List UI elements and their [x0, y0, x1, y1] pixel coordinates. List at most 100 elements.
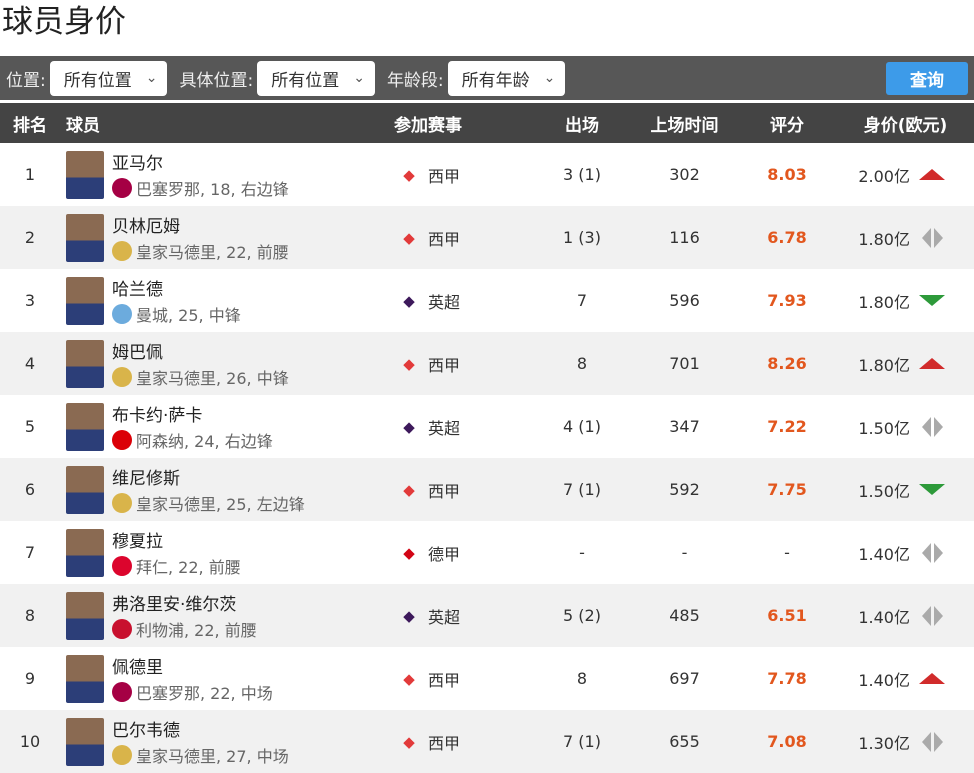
league-logo-icon: ◆	[403, 732, 415, 751]
rank: 2	[24, 228, 36, 247]
col-minutes: 上场时间	[650, 115, 719, 136]
player-name[interactable]: 弗洛里安·维尔茨	[112, 595, 237, 615]
filter-bar: 位置: 所有位置 ⌄ 具体位置: 所有位置 ⌄ 年龄段: 所有年龄 ⌄ 查询	[0, 56, 974, 100]
minutes: 347	[669, 417, 700, 436]
club-badge-icon	[112, 241, 132, 261]
rank: 1	[24, 165, 36, 184]
table-row[interactable]: 5 布卡约·萨卡 阿森纳, 24, 右边锋 ◆ 英超 4 (1) 347 7.22…	[0, 395, 974, 458]
player-name[interactable]: 巴尔韦德	[112, 721, 180, 741]
table-row[interactable]: 6 维尼修斯 皇家马德里, 25, 左边锋 ◆ 西甲 7 (1) 592 7.75…	[0, 458, 974, 521]
rank: 10	[19, 732, 41, 751]
player-info: 皇家马德里, 26, 中锋	[136, 369, 289, 388]
rank: 3	[24, 291, 36, 310]
player-name[interactable]: 贝林厄姆	[112, 217, 180, 237]
detail-position-label: 具体位置:	[179, 70, 254, 91]
player-avatar	[66, 402, 104, 451]
appearances: 7 (1)	[563, 480, 601, 499]
player-name[interactable]: 哈兰德	[112, 280, 163, 300]
club-badge-icon	[112, 430, 132, 450]
player-name[interactable]: 布卡约·萨卡	[112, 406, 203, 426]
trend-flat-icon	[918, 605, 946, 626]
table-row[interactable]: 3 哈兰德 曼城, 25, 中锋 ◆ 英超 7 596 7.93 1.80亿	[0, 269, 974, 332]
appearances: 8	[576, 354, 588, 373]
player-name[interactable]: 佩德里	[112, 658, 163, 678]
table-row[interactable]: 4 姆巴佩 皇家马德里, 26, 中锋 ◆ 西甲 8 701 8.26 1.80亿	[0, 332, 974, 395]
rank: 8	[24, 606, 36, 625]
rating: 7.08	[767, 732, 807, 751]
rank: 4	[24, 354, 36, 373]
league-name: 西甲	[428, 670, 461, 690]
league-name: 西甲	[428, 229, 461, 249]
minutes: 596	[669, 291, 700, 310]
player-name[interactable]: 姆巴佩	[112, 343, 163, 363]
club-badge-icon	[112, 304, 132, 324]
position-label: 位置:	[6, 70, 46, 91]
query-button[interactable]: 查询	[886, 61, 968, 95]
market-value: 1.50亿	[858, 481, 910, 501]
player-info: 巴塞罗那, 18, 右边锋	[136, 180, 289, 199]
appearances: 8	[576, 669, 588, 688]
appearances: -	[579, 543, 585, 562]
minutes: 697	[669, 669, 700, 688]
detail-position-select[interactable]: 所有位置 ⌄	[257, 60, 375, 96]
player-info: 皇家马德里, 27, 中场	[136, 747, 289, 766]
player-avatar	[66, 213, 104, 262]
table-row[interactable]: 10 巴尔韦德 皇家马德里, 27, 中场 ◆ 西甲 7 (1) 655 7.08…	[0, 710, 974, 773]
appearances: 3 (1)	[563, 165, 601, 184]
player-info: 曼城, 25, 中锋	[136, 306, 241, 325]
player-name[interactable]: 穆夏拉	[112, 532, 163, 552]
club-badge-icon	[112, 682, 132, 702]
table-row[interactable]: 1 亚马尔 巴塞罗那, 18, 右边锋 ◆ 西甲 3 (1) 302 8.03 2…	[0, 143, 974, 206]
player-name[interactable]: 维尼修斯	[112, 469, 180, 489]
age-label: 年龄段:	[386, 70, 444, 91]
trend-down-icon	[918, 295, 946, 306]
chevron-down-icon: ⌄	[145, 70, 158, 86]
league-logo-icon: ◆	[403, 669, 415, 688]
player-avatar	[66, 276, 104, 325]
table-row[interactable]: 8 弗洛里安·维尔茨 利物浦, 22, 前腰 ◆ 英超 5 (2) 485 6.5…	[0, 584, 974, 647]
league-logo-icon: ◆	[403, 606, 415, 625]
age-select[interactable]: 所有年龄 ⌄	[447, 60, 566, 96]
market-value: 1.40亿	[858, 544, 910, 564]
position-value: 所有位置	[63, 70, 132, 91]
table-row[interactable]: 7 穆夏拉 拜仁, 22, 前腰 ◆ 德甲 - - - 1.40亿	[0, 521, 974, 584]
rating: 7.93	[767, 291, 807, 310]
position-select[interactable]: 所有位置 ⌄	[49, 60, 168, 96]
league-logo-icon: ◆	[403, 165, 415, 184]
rank: 6	[24, 480, 36, 499]
minutes: 485	[669, 606, 700, 625]
market-value: 1.40亿	[858, 607, 910, 627]
table-row[interactable]: 9 佩德里 巴塞罗那, 22, 中场 ◆ 西甲 8 697 7.78 1.40亿	[0, 647, 974, 710]
player-avatar	[66, 717, 104, 766]
minutes: 655	[669, 732, 700, 751]
market-value: 1.80亿	[858, 355, 910, 375]
appearances: 7	[576, 291, 588, 310]
table-body: 1 亚马尔 巴塞罗那, 18, 右边锋 ◆ 西甲 3 (1) 302 8.03 2…	[0, 143, 974, 773]
col-rating: 评分	[770, 115, 804, 136]
rank: 9	[24, 669, 36, 688]
league-logo-icon: ◆	[403, 228, 415, 247]
market-value: 1.30亿	[858, 733, 910, 753]
trend-flat-icon	[918, 227, 946, 248]
player-name[interactable]: 亚马尔	[112, 154, 163, 174]
player-avatar	[66, 528, 104, 577]
market-value: 1.40亿	[858, 670, 910, 690]
player-info: 拜仁, 22, 前腰	[136, 558, 241, 577]
league-name: 西甲	[428, 166, 461, 186]
league-name: 西甲	[428, 481, 461, 501]
league-name: 英超	[428, 418, 461, 438]
league-name: 英超	[428, 292, 461, 312]
club-badge-icon	[112, 178, 132, 198]
chevron-down-icon: ⌄	[353, 70, 365, 86]
minutes: 701	[669, 354, 700, 373]
club-badge-icon	[112, 745, 132, 765]
table-row[interactable]: 2 贝林厄姆 皇家马德里, 22, 前腰 ◆ 西甲 1 (3) 116 6.78 …	[0, 206, 974, 269]
rating: 6.51	[767, 606, 807, 625]
appearances: 4 (1)	[563, 417, 601, 436]
appearances: 1 (3)	[563, 228, 601, 247]
club-badge-icon	[112, 619, 132, 639]
trend-flat-icon	[918, 416, 946, 437]
appearances: 5 (2)	[563, 606, 601, 625]
col-rank: 排名	[13, 115, 47, 136]
minutes: -	[681, 543, 688, 562]
